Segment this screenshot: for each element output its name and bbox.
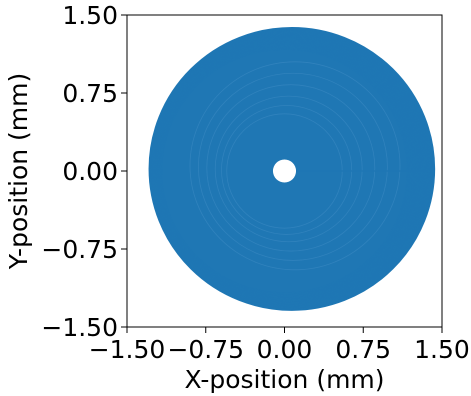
spiral-loop <box>152 33 428 306</box>
x-tick-label: 0.75 <box>335 335 391 364</box>
y-tick-label: 1.50 <box>62 1 118 30</box>
y-tick-label: −1.50 <box>41 313 118 342</box>
spiral-inner-loop <box>206 84 376 252</box>
spiral-inner-loop <box>197 72 388 261</box>
spiral-loop <box>150 30 431 309</box>
spiral-loop <box>151 32 429 307</box>
spiral-inner-loop <box>189 61 401 271</box>
y-tick-label: −0.75 <box>41 235 118 264</box>
spiral-loop <box>148 26 436 311</box>
spiral-loop <box>155 38 421 302</box>
spiral-inner-loop <box>214 95 363 243</box>
x-axis: −1.50 −0.75 0.00 0.75 1.50 <box>89 327 470 364</box>
spiral-loop <box>151 31 430 308</box>
y-axis-title: Y-position (mm) <box>4 73 33 271</box>
spiral-loop <box>154 37 423 303</box>
y-axis: −1.50 −0.75 0.00 0.75 1.50 <box>41 1 127 342</box>
spiral-loop <box>155 39 420 301</box>
x-axis-title: X-position (mm) <box>184 365 384 394</box>
x-tick-label: −0.75 <box>167 335 244 364</box>
spiral-inner-loop <box>221 105 353 235</box>
y-tick-label: 0.00 <box>62 157 118 186</box>
spiral-loop <box>150 29 432 309</box>
x-tick-label: 0.00 <box>257 335 313 364</box>
spiral-fill <box>149 27 435 311</box>
spiral-loop <box>149 28 433 310</box>
x-tick-label: 1.50 <box>414 335 470 364</box>
spiral-loop <box>149 27 435 311</box>
y-tick-label: 0.75 <box>62 79 118 108</box>
spiral-loop <box>153 35 425 304</box>
spiral-loop <box>154 36 424 304</box>
x-tick-label: −1.50 <box>89 335 166 364</box>
spiral-loop <box>156 40 419 301</box>
spiral-loop <box>153 34 426 305</box>
plot-area <box>148 26 436 311</box>
spiral-loop <box>152 33 427 306</box>
